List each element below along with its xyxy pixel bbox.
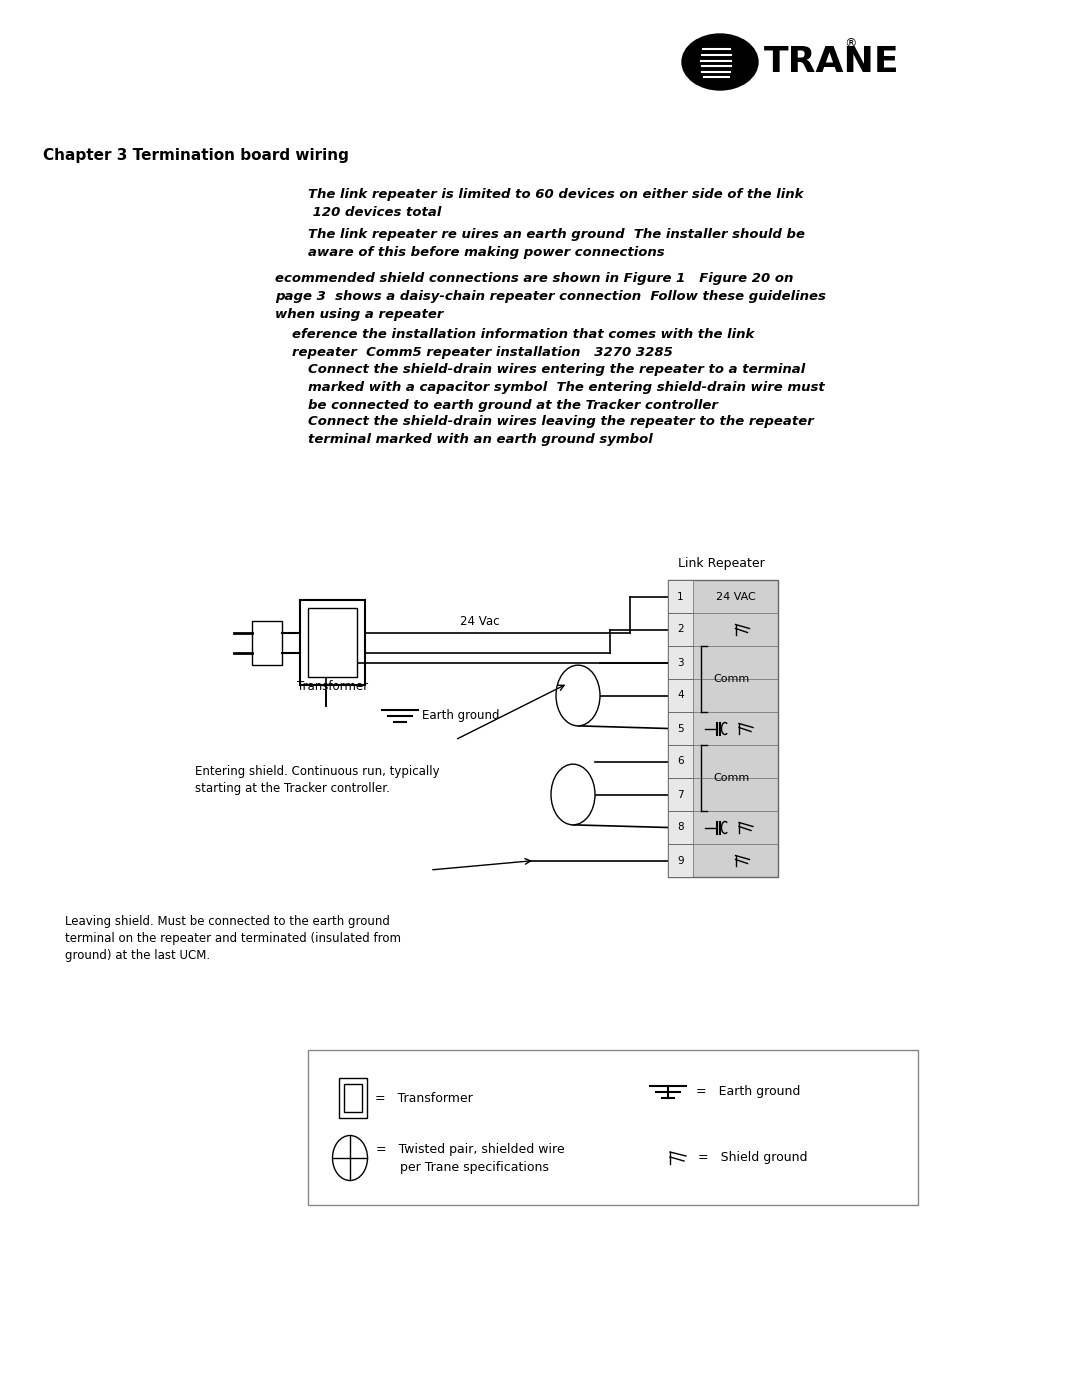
Text: 4: 4 <box>677 690 684 700</box>
Bar <box>308 608 357 678</box>
Text: Earth ground: Earth ground <box>422 710 499 722</box>
Bar <box>252 622 282 665</box>
Text: 8: 8 <box>677 823 684 833</box>
Text: ®: ® <box>843 38 856 50</box>
Text: Leaving shield. Must be connected to the earth ground
terminal on the repeater a: Leaving shield. Must be connected to the… <box>65 915 401 963</box>
Text: Comm: Comm <box>713 673 750 685</box>
Text: 24 Vac: 24 Vac <box>460 615 500 629</box>
Text: 2: 2 <box>677 624 684 634</box>
Text: eference the installation information that comes with the link
repeater  Comm5 r: eference the installation information th… <box>292 328 754 359</box>
Text: =   Shield ground: = Shield ground <box>698 1151 808 1165</box>
Text: ecommended shield connections are shown in Figure 1   Figure 20 on
page 3  shows: ecommended shield connections are shown … <box>275 272 826 321</box>
Text: 6: 6 <box>677 757 684 767</box>
Text: Connect the shield-drain wires entering the repeater to a terminal
marked with a: Connect the shield-drain wires entering … <box>308 363 825 412</box>
Ellipse shape <box>556 665 600 726</box>
Bar <box>669 844 693 877</box>
Bar <box>308 1051 918 1206</box>
Ellipse shape <box>333 1136 367 1180</box>
Text: 24 VAC: 24 VAC <box>716 591 755 602</box>
Bar <box>669 580 693 613</box>
Ellipse shape <box>551 764 595 824</box>
Bar <box>345 1084 362 1112</box>
Text: 7: 7 <box>677 789 684 799</box>
Bar <box>300 599 365 685</box>
Text: 9: 9 <box>677 855 684 866</box>
Text: 3: 3 <box>677 658 684 668</box>
Text: =   Twisted pair, shielded wire
      per Trane specifications: = Twisted pair, shielded wire per Trane … <box>376 1143 565 1173</box>
Text: 5: 5 <box>677 724 684 733</box>
Text: =   Earth ground: = Earth ground <box>696 1085 800 1098</box>
Text: The link repeater is limited to 60 devices on either side of the link
 120 devic: The link repeater is limited to 60 devic… <box>308 189 804 219</box>
Ellipse shape <box>681 34 758 89</box>
Bar <box>669 778 693 812</box>
Bar <box>669 812 693 844</box>
Text: Transformer: Transformer <box>297 680 368 693</box>
Bar <box>669 645 693 679</box>
Bar <box>669 580 778 877</box>
Text: Chapter 3 Termination board wiring: Chapter 3 Termination board wiring <box>43 148 349 163</box>
Bar <box>669 745 693 778</box>
Text: The link repeater re uires an earth ground  The installer should be
aware of thi: The link repeater re uires an earth grou… <box>308 228 805 258</box>
Bar <box>669 712 693 745</box>
Text: Comm: Comm <box>713 773 750 782</box>
Text: Link Repeater: Link Repeater <box>678 557 765 570</box>
Bar <box>669 679 693 712</box>
Text: TRANE: TRANE <box>764 45 900 80</box>
Bar <box>339 1078 367 1118</box>
Text: =   Transformer: = Transformer <box>375 1091 473 1105</box>
Bar <box>669 613 693 645</box>
Text: Connect the shield-drain wires leaving the repeater to the repeater
terminal mar: Connect the shield-drain wires leaving t… <box>308 415 813 446</box>
Text: 1: 1 <box>677 591 684 602</box>
Text: Entering shield. Continuous run, typically
starting at the Tracker controller.: Entering shield. Continuous run, typical… <box>195 766 440 795</box>
